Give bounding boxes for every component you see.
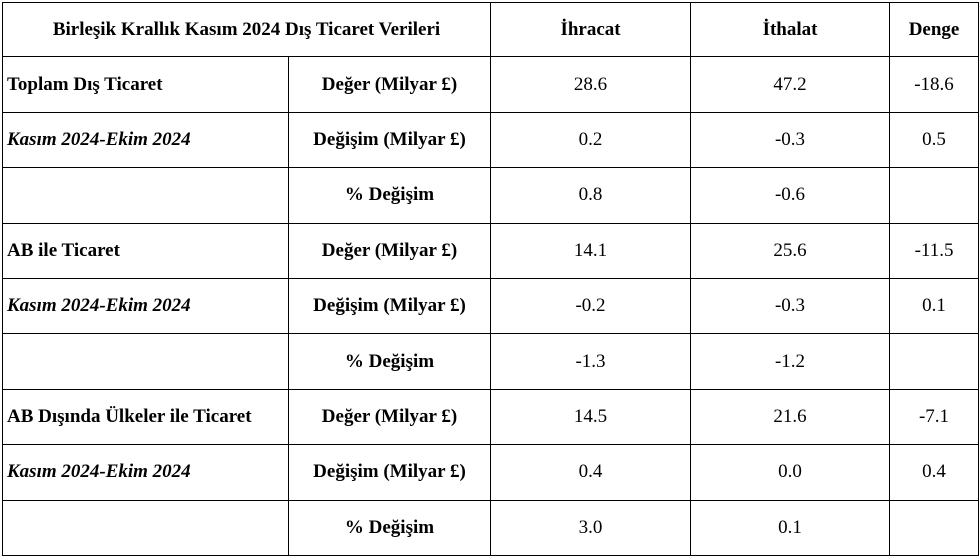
table-row: % Değişim -1.3 -1.2 (2, 333, 980, 390)
table-row: Toplam Dış Ticaret Değer (Milyar £) 28.6… (2, 56, 980, 113)
imports-value: -1.2 (690, 333, 891, 390)
empty-cell (2, 333, 289, 390)
metric-label: % Değişim (287, 333, 492, 390)
section-period: Kasım 2024-Ekim 2024 (2, 111, 289, 169)
metric-label: Değer (Milyar £) (287, 56, 492, 113)
section-name: AB ile Ticaret (2, 222, 289, 279)
imports-value: -0.6 (690, 167, 891, 224)
exports-value: 28.6 (490, 56, 692, 113)
imports-value: 0.0 (690, 444, 891, 501)
header-imports: İthalat (690, 1, 891, 58)
imports-value: 25.6 (690, 222, 891, 279)
table-row: Kasım 2024-Ekim 2024 Değişim (Milyar £) … (2, 444, 980, 501)
empty-cell (2, 499, 289, 557)
empty-cell (2, 167, 289, 224)
section-period: Kasım 2024-Ekim 2024 (2, 444, 289, 501)
header-exports: İhracat (490, 1, 692, 58)
metric-label: % Değişim (287, 499, 492, 557)
imports-value: -0.3 (690, 111, 891, 169)
table-row: Kasım 2024-Ekim 2024 Değişim (Milyar £) … (2, 277, 980, 335)
exports-value: 3.0 (490, 499, 692, 557)
imports-value: 21.6 (690, 388, 891, 446)
metric-label: Değişim (Milyar £) (287, 444, 492, 501)
imports-value: 47.2 (690, 56, 891, 113)
balance-value: 0.5 (889, 111, 980, 169)
metric-label: Değişim (Milyar £) (287, 277, 492, 335)
balance-value: -18.6 (889, 56, 980, 113)
balance-value (889, 167, 980, 224)
exports-value: -0.2 (490, 277, 692, 335)
exports-value: 0.4 (490, 444, 692, 501)
imports-value: -0.3 (690, 277, 891, 335)
metric-label: Değişim (Milyar £) (287, 111, 492, 169)
balance-value: 0.4 (889, 444, 980, 501)
table-row: Kasım 2024-Ekim 2024 Değişim (Milyar £) … (2, 111, 980, 169)
table-row: % Değişim 0.8 -0.6 (2, 167, 980, 224)
header-row: Birleşik Krallık Kasım 2024 Dış Ticaret … (1, 1, 980, 58)
table-row: AB ile Ticaret Değer (Milyar £) 14.1 25.… (2, 222, 980, 279)
table-row: % Değişim 3.0 0.1 (2, 499, 980, 557)
exports-value: -1.3 (490, 333, 692, 390)
exports-value: 14.1 (490, 222, 692, 279)
metric-label: Değer (Milyar £) (287, 222, 492, 279)
balance-value (889, 499, 980, 557)
imports-value: 0.1 (690, 499, 891, 557)
section-period: Kasım 2024-Ekim 2024 (2, 277, 289, 335)
exports-value: 0.2 (490, 111, 692, 169)
table-row: AB Dışında Ülkeler ile Ticaret Değer (Mi… (2, 388, 980, 446)
section-name: AB Dışında Ülkeler ile Ticaret (2, 388, 289, 446)
balance-value (889, 333, 980, 390)
exports-value: 14.5 (490, 388, 692, 446)
balance-value: -11.5 (889, 222, 980, 279)
header-balance: Denge (889, 1, 980, 58)
balance-value: 0.1 (889, 277, 980, 335)
section-name: Toplam Dış Ticaret (2, 56, 289, 113)
exports-value: 0.8 (490, 167, 692, 224)
metric-label: Değer (Milyar £) (287, 388, 492, 446)
balance-value: -7.1 (889, 388, 980, 446)
table-title: Birleşik Krallık Kasım 2024 Dış Ticaret … (1, 1, 492, 58)
metric-label: % Değişim (287, 167, 492, 224)
